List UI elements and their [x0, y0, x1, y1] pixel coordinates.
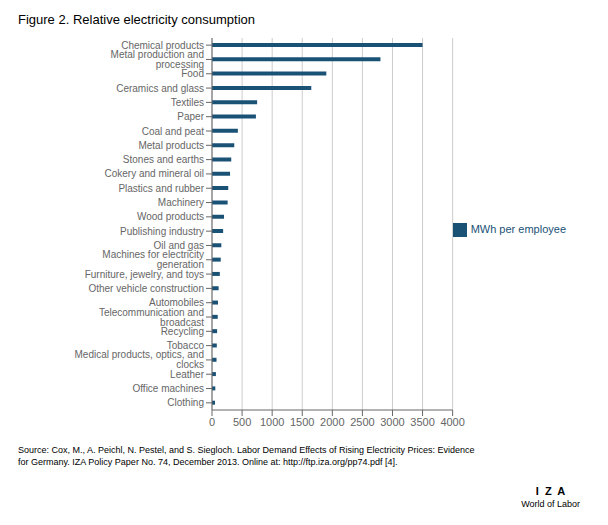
svg-text:Automobiles: Automobiles — [149, 297, 204, 309]
svg-text:4000: 4000 — [440, 416, 464, 428]
html-text:World of Labor: World of Labor — [521, 499, 580, 509]
svg-text:2500: 2500 — [350, 416, 374, 428]
svg-text:Metal products: Metal products — [138, 140, 204, 151]
svg-text:Stones and earths: Stones and earths — [123, 154, 204, 165]
svg-text:3000: 3000 — [380, 416, 404, 428]
svg-text:Medical products, optics, andc: Medical products, optics, andclocks — [74, 349, 204, 370]
html-text:Figure 2. Relative electricity: Figure 2. Relative electricity consumpti… — [18, 12, 255, 27]
svg-text:Cokery and mineral oil: Cokery and mineral oil — [105, 168, 205, 179]
svg-text:1500: 1500 — [290, 416, 314, 428]
svg-text:Textiles: Textiles — [171, 97, 204, 108]
svg-text:Recycling: Recycling — [161, 326, 204, 337]
html-text:for Germany. IZA Policy Paper: for Germany. IZA Policy Paper No. 74, De… — [18, 457, 398, 467]
svg-text:Machines for electricitygenera: Machines for electricitygeneration — [102, 249, 204, 270]
svg-text:Plastics and rubber: Plastics and rubber — [118, 183, 204, 194]
svg-text:Chemical products: Chemical products — [121, 39, 204, 51]
svg-text:Metal production andprocessing: Metal production andprocessing — [111, 49, 204, 70]
svg-text:Oil and gas: Oil and gas — [153, 240, 204, 251]
svg-text:2000: 2000 — [320, 416, 344, 428]
svg-text:0: 0 — [209, 416, 215, 428]
svg-text:Paper: Paper — [177, 111, 204, 122]
svg-text:Coal and peat: Coal and peat — [142, 126, 204, 137]
svg-text:Publishing industry: Publishing industry — [120, 226, 204, 237]
svg-text:3500: 3500 — [410, 416, 434, 428]
svg-text:Wood products: Wood products — [137, 211, 204, 222]
html-text:I Z A: I Z A — [535, 485, 566, 497]
svg-text:Furniture, jewelry, and toys: Furniture, jewelry, and toys — [85, 269, 204, 280]
html-text:Source: Cox, M., A. Peichl, N.: Source: Cox, M., A. Peichl, N. Pestel, a… — [18, 445, 475, 455]
svg-text:Food: Food — [181, 68, 204, 79]
html-text:MWh per employee: MWh per employee — [470, 223, 566, 235]
svg-text:Other vehicle construction: Other vehicle construction — [88, 283, 204, 294]
svg-text:Telecommunication andbroadcast: Telecommunication andbroadcast — [99, 307, 204, 328]
svg-text:Clothing: Clothing — [167, 397, 204, 408]
svg-text:500: 500 — [233, 416, 251, 428]
svg-text:Office machines: Office machines — [132, 383, 204, 394]
svg-text:Leather: Leather — [170, 369, 205, 380]
svg-text:Machinery: Machinery — [158, 197, 204, 208]
svg-text:1000: 1000 — [260, 416, 284, 428]
svg-text:Ceramics and glass: Ceramics and glass — [116, 83, 204, 94]
svg-text:Tobacco: Tobacco — [166, 340, 204, 352]
